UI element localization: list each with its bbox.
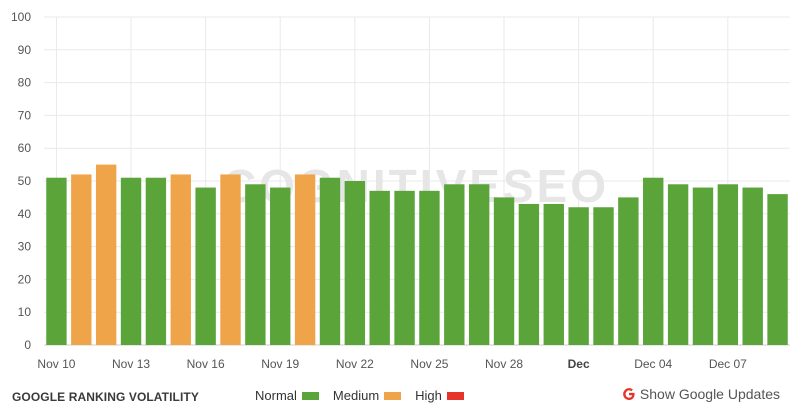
bar — [319, 177, 341, 345]
chart-footer: GOOGLE RANKING VOLATILITY Normal Medium … — [0, 380, 800, 418]
x-tick-label: Nov 10 — [37, 357, 75, 371]
show-google-updates-label: Show Google Updates — [639, 386, 780, 402]
bar — [444, 184, 465, 345]
y-tick-label: 80 — [18, 76, 32, 90]
bar — [71, 174, 92, 345]
x-tick-label: Nov 22 — [336, 357, 374, 371]
legend-item-high[interactable]: High — [415, 388, 464, 403]
y-tick-label: 60 — [18, 141, 32, 155]
x-tick-label: Dec 04 — [634, 357, 672, 371]
x-tick-label: Nov 28 — [485, 357, 523, 371]
bar — [692, 187, 714, 345]
x-tick-label: Nov 16 — [187, 357, 225, 371]
bar — [46, 177, 67, 345]
legend-label-medium: Medium — [332, 388, 380, 403]
legend-swatch-high — [446, 391, 464, 400]
y-tick-label: 0 — [24, 338, 31, 352]
bar — [643, 177, 664, 345]
show-google-updates-button[interactable]: Show Google Updates — [622, 386, 780, 402]
bar — [145, 177, 167, 345]
legend-label-high: High — [415, 388, 442, 403]
y-tick-label: 100 — [11, 10, 31, 24]
bar — [270, 187, 291, 345]
bar — [618, 197, 639, 345]
y-tick-label: 40 — [18, 207, 32, 221]
bar — [245, 184, 266, 345]
legend-label-normal: Normal — [255, 388, 297, 403]
legend-swatch-normal — [301, 391, 319, 400]
bar — [742, 187, 763, 345]
legend-item-normal[interactable]: Normal — [255, 388, 319, 403]
legend: Normal Medium High — [255, 388, 478, 403]
y-tick-label: 30 — [18, 240, 32, 254]
bar — [568, 207, 589, 345]
y-tick-label: 10 — [18, 305, 32, 319]
legend-swatch-medium — [384, 391, 402, 400]
y-tick-label: 50 — [18, 174, 32, 188]
bar — [294, 174, 316, 345]
bar — [468, 184, 490, 345]
bars-layer — [46, 164, 788, 345]
y-tick-label: 20 — [18, 272, 32, 286]
bar — [369, 190, 390, 345]
x-tick-label: Nov 19 — [261, 357, 299, 371]
bar — [220, 174, 241, 345]
legend-item-medium[interactable]: Medium — [332, 388, 402, 403]
bar — [195, 187, 216, 345]
bar — [767, 194, 788, 345]
bar — [667, 184, 689, 345]
bar — [344, 181, 366, 345]
bar — [170, 174, 191, 345]
x-tick-label: Dec — [568, 357, 590, 371]
y-tick-label: 90 — [18, 43, 32, 57]
x-tick-label: Dec 07 — [709, 357, 747, 371]
bar — [419, 190, 440, 345]
google-g-icon — [623, 388, 635, 400]
bar — [95, 164, 117, 345]
bar — [394, 190, 415, 345]
bar — [717, 184, 739, 345]
bar — [120, 177, 142, 345]
bar — [593, 207, 614, 345]
bar — [543, 203, 564, 345]
bar — [493, 197, 515, 345]
bar — [518, 203, 540, 345]
axis-layer: 0 10 20 30 40 50 60 70 80 90 100 Nov 10 Nov 13 Nov 16… — [11, 10, 747, 371]
x-tick-label: Nov 25 — [410, 357, 448, 371]
x-tick-label: Nov 13 — [112, 357, 150, 371]
y-tick-label: 70 — [18, 108, 32, 122]
chart-title: GOOGLE RANKING VOLATILITY — [12, 390, 199, 404]
